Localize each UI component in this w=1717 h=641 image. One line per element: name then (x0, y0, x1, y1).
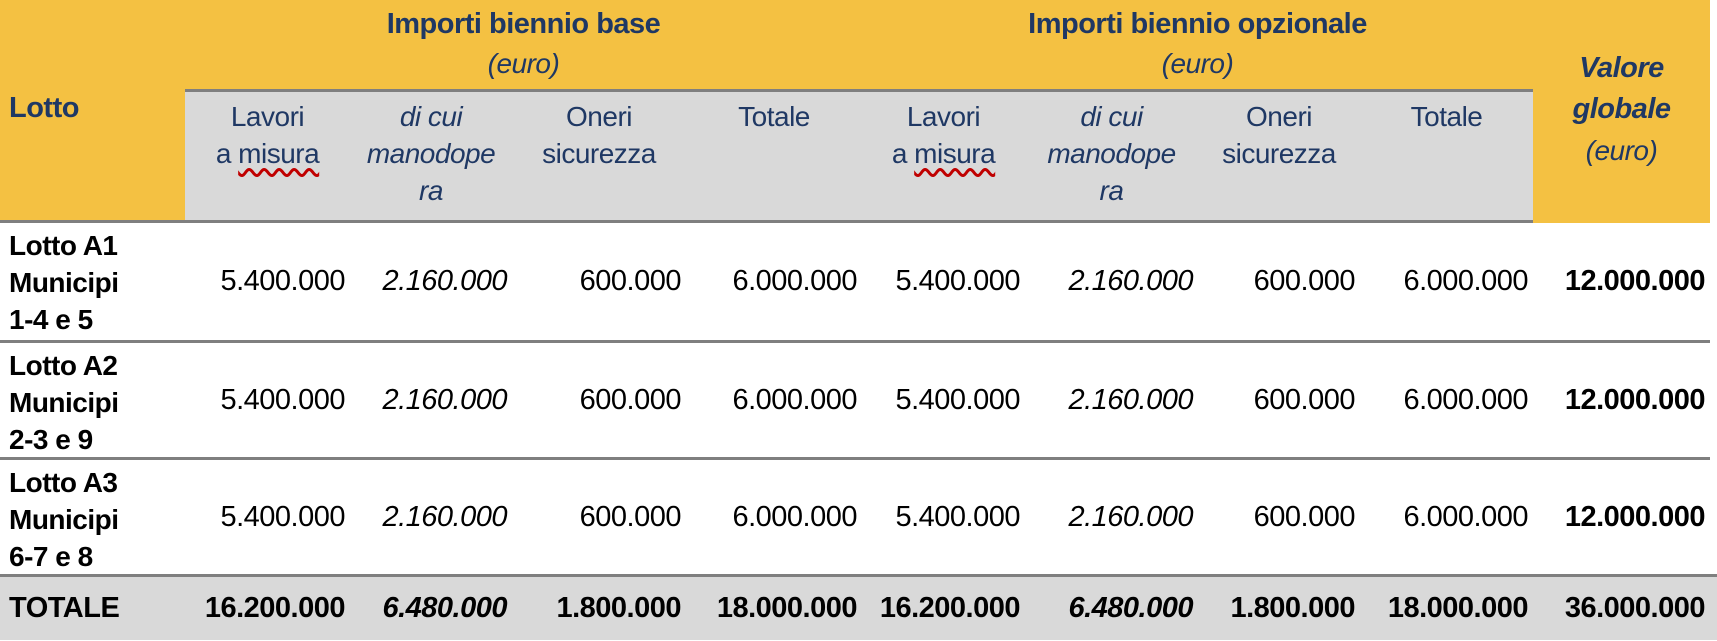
total-lavori-opzionale: 16.200.000 (879, 592, 1021, 624)
column-headers-grid: Lavori a misura di cui manodope ra Oneri sicur… (185, 92, 1533, 220)
column-header-line: di cui (1080, 101, 1143, 132)
column-header-line: Oneri (566, 101, 632, 132)
row-label: Lotto A1 Municipi 1-4 e 5 (0, 223, 185, 340)
cell-manodopera-base: 2.160.000 (382, 384, 507, 416)
header-lotto-label: Lotto (9, 92, 79, 124)
cell-manodopera-opzionale: 2.160.000 (1068, 384, 1193, 416)
column-header-line: ra (1099, 175, 1124, 206)
total-totale-opzionale: 18.000.000 (1387, 592, 1529, 624)
cell-totale-base: 6.000.000 (732, 384, 857, 416)
column-header-line: Oneri (1246, 101, 1312, 132)
table-body: Lotto A1 Municipi 1-4 e 5 5.400.000 2.160.00… (0, 223, 1717, 574)
cell-oneri-opzionale: 600.000 (1253, 265, 1356, 297)
cell-valore-globale: 12.000.000 (1564, 384, 1706, 416)
spellcheck-underline: misura (914, 138, 996, 169)
group-title-base: Importi biennio base (386, 8, 661, 40)
column-header-oneri-base: Oneri sicurezza (512, 92, 686, 220)
row-lotto-a2: Lotto A2 Municipi 2-3 e 9 5.400.000 2.160.00… (0, 340, 1710, 457)
row-label-line: Municipi (9, 504, 119, 535)
column-header-line: manodope (1047, 138, 1176, 169)
cell-totale-opzionale: 6.000.000 (1403, 501, 1528, 533)
row-lotto-a3: Lotto A3 Municipi 6-7 e 8 5.400.000 2.160.00… (0, 457, 1710, 574)
row-label-line: 2-3 e 9 (9, 424, 93, 455)
cell-totale-opzionale: 6.000.000 (1403, 265, 1528, 297)
cell-lavori-opzionale: 5.400.000 (895, 265, 1020, 297)
column-header-line: sicurezza (1222, 138, 1336, 169)
row-label: Lotto A3 Municipi 6-7 e 8 (0, 460, 185, 575)
row-label-line: Lotto A3 (9, 467, 118, 498)
column-header-totale-opzionale: Totale (1360, 92, 1533, 220)
valore-globale-unit: (euro) (1585, 135, 1658, 166)
total-manodopera-base: 6.480.000 (382, 592, 507, 624)
cell-manodopera-opzionale: 2.160.000 (1068, 501, 1193, 533)
cell-totale-base: 6.000.000 (732, 265, 857, 297)
row-label-line: 6-7 e 8 (9, 541, 93, 572)
cell-lavori-opzionale: 5.400.000 (895, 501, 1020, 533)
column-header-line: manodope (366, 138, 496, 169)
cell-lavori-base: 5.400.000 (220, 501, 345, 533)
column-header-line: ra (419, 175, 443, 206)
cell-manodopera-base: 2.160.000 (382, 265, 507, 297)
row-label: Lotto A2 Municipi 2-3 e 9 (0, 343, 185, 458)
cell-valore-globale: 12.000.000 (1564, 265, 1706, 297)
group-title-opzionale: Importi biennio opzionale (1028, 8, 1367, 40)
valore-globale-line2: globale (1572, 93, 1671, 125)
cell-manodopera-base: 2.160.000 (382, 501, 507, 533)
cell-oneri-opzionale: 600.000 (1253, 384, 1356, 416)
total-valore-globale: 36.000.000 (1564, 592, 1706, 624)
header-lotto: Lotto (0, 0, 185, 220)
column-header-lavori-opzionale: Lavori a misura (862, 92, 1025, 220)
cell-oneri-opzionale: 600.000 (1253, 501, 1356, 533)
table-header: Lotto Importi biennio base (euro) Import… (0, 0, 1717, 223)
valore-globale-line1: Valore (1579, 52, 1664, 84)
total-label: TOTALE (9, 592, 120, 624)
cell-oneri-base: 600.000 (579, 265, 682, 297)
column-header-line: Lavori (906, 101, 981, 132)
group-unit-base: (euro) (487, 48, 560, 79)
row-label-line: Municipi (9, 387, 119, 418)
total-oneri-opzionale: 1.800.000 (1230, 592, 1355, 624)
row-lotto-a1: Lotto A1 Municipi 1-4 e 5 5.400.000 2.160.00… (0, 223, 1710, 340)
row-label-line: 1-4 e 5 (9, 304, 93, 335)
cell-valore-globale: 12.000.000 (1564, 501, 1706, 533)
header-bottom-border (0, 220, 1533, 223)
cell-oneri-base: 600.000 (579, 384, 682, 416)
total-manodopera-opzionale: 6.480.000 (1068, 592, 1193, 624)
column-header-line: a misura (215, 138, 320, 169)
column-header-line: di cui (399, 101, 463, 132)
column-header-line: a misura (891, 138, 996, 169)
cell-lavori-opzionale: 5.400.000 (895, 384, 1020, 416)
column-headers-band: Lavori a misura di cui manodope ra Oneri sicur… (185, 89, 1533, 220)
total-lavori-base: 16.200.000 (204, 592, 346, 624)
row-label-line: Lotto A1 (9, 230, 118, 261)
group-header-opzionale: Importi biennio opzionale (euro) (862, 0, 1533, 89)
cell-lavori-base: 5.400.000 (220, 265, 345, 297)
total-totale-base: 18.000.000 (716, 592, 858, 624)
column-header-line: sicurezza (542, 138, 656, 169)
cell-totale-opzionale: 6.000.000 (1403, 384, 1528, 416)
column-header-manodopera-base: di cui manodope ra (350, 92, 512, 220)
header-valore-globale: Valore globale (euro) (1533, 0, 1710, 223)
cell-manodopera-opzionale: 2.160.000 (1068, 265, 1193, 297)
group-unit-opzionale: (euro) (1161, 48, 1234, 79)
total-oneri-base: 1.800.000 (556, 592, 681, 624)
cell-totale-base: 6.000.000 (732, 501, 857, 533)
spellcheck-underline: misura (238, 138, 320, 169)
row-label-line: Municipi (9, 267, 119, 298)
column-header-totale-base: Totale (686, 92, 862, 220)
column-header-manodopera-opzionale: di cui manodope ra (1025, 92, 1198, 220)
cell-lavori-base: 5.400.000 (220, 384, 345, 416)
column-header-line: Lavori (230, 101, 305, 132)
column-header-oneri-opzionale: Oneri sicurezza (1198, 92, 1360, 220)
cell-oneri-base: 600.000 (579, 501, 682, 533)
column-header-lavori-base: Lavori a misura (185, 92, 350, 220)
row-label-line: Lotto A2 (9, 350, 118, 381)
column-header-line: Totale (738, 101, 810, 132)
column-header-line: Totale (1410, 101, 1483, 132)
group-header-base: Importi biennio base (euro) (185, 0, 862, 89)
total-row: TOTALE 16.200.000 6.480.000 1.800.000 18.000… (0, 574, 1717, 640)
